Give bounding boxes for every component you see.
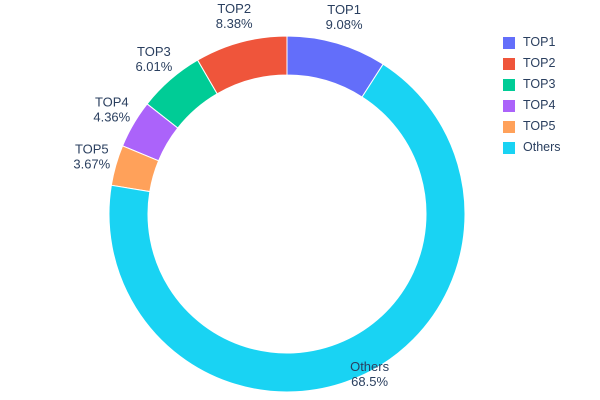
legend-item-label: Others — [523, 140, 561, 155]
pie-slice-top5[interactable] — [110, 145, 160, 193]
legend-item-top5[interactable]: TOP5 — [503, 116, 561, 137]
slice-label-top2: TOP2 8.38% — [216, 1, 253, 31]
legend-item-top3[interactable]: TOP3 — [503, 74, 561, 95]
legend-item-top4[interactable]: TOP4 — [503, 95, 561, 116]
legend: TOP1 TOP2 TOP3 TOP4 TOP5 Others — [503, 32, 561, 158]
slice-label-top5: TOP5 3.67% — [73, 141, 110, 171]
legend-item-label: TOP1 — [523, 35, 556, 50]
slice-label-top4: TOP4 4.36% — [93, 94, 130, 124]
legend-swatch-icon — [503, 57, 515, 70]
legend-item-others[interactable]: Others — [503, 137, 561, 158]
pie-slice-top3[interactable] — [146, 59, 218, 129]
legend-item-label: TOP5 — [523, 119, 556, 134]
legend-swatch-icon — [503, 78, 515, 91]
slice-label-others: Others 68.5% — [350, 359, 390, 389]
pie-slice-others[interactable] — [108, 63, 466, 393]
legend-swatch-icon — [503, 36, 515, 49]
legend-swatch-icon — [503, 120, 515, 133]
legend-swatch-icon — [503, 99, 515, 112]
slice-label-top1: TOP1 9.08% — [326, 2, 363, 32]
legend-swatch-icon — [503, 141, 515, 154]
pie-slice-top2[interactable] — [196, 35, 288, 95]
legend-item-label: TOP4 — [523, 98, 556, 113]
slice-label-top3: TOP3 6.01% — [135, 44, 172, 74]
pie-slice-top4[interactable] — [121, 103, 179, 162]
legend-item-label: TOP2 — [523, 56, 556, 71]
legend-item-top1[interactable]: TOP1 — [503, 32, 561, 53]
legend-item-label: TOP3 — [523, 77, 556, 92]
legend-item-top2[interactable]: TOP2 — [503, 53, 561, 74]
